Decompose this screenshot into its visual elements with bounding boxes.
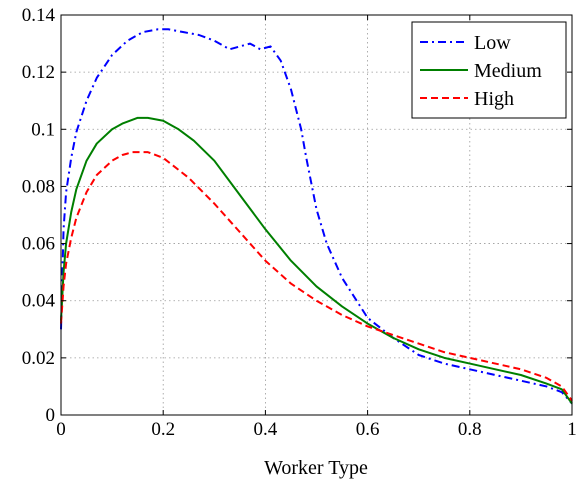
plot-frame (60, 14, 573, 416)
x-tick-label: 0 (56, 419, 66, 440)
x-tick-labels: 0 0.2 0.4 0.6 0.8 1 (56, 419, 576, 440)
y-tick-label: 0.06 (22, 234, 55, 255)
series-line-medium (60, 116, 573, 405)
y-tick-label: 0.02 (22, 348, 55, 369)
grid-lines (61, 15, 572, 415)
legend: Low Medium High (411, 21, 567, 119)
legend-label-high: High (474, 88, 514, 110)
series-layer (60, 28, 573, 405)
legend-label-low: Low (474, 32, 511, 54)
x-tick-label: 1 (567, 419, 576, 440)
x-tick-label: 0.6 (356, 419, 380, 440)
series-line-low (60, 28, 573, 405)
axis-ticks (60, 14, 573, 416)
y-tick-label: 0.12 (22, 62, 55, 83)
y-tick-label: 0 (46, 405, 56, 426)
legend-label-medium: Medium (474, 60, 542, 82)
y-tick-label: 0.1 (31, 119, 55, 140)
y-tick-labels: 0 0.02 0.04 0.06 0.08 0.1 0.12 0.14 (22, 5, 56, 426)
x-tick-label: 0.4 (254, 419, 278, 440)
y-tick-label: 0.08 (22, 176, 55, 197)
y-tick-label: 0.04 (22, 291, 56, 312)
x-tick-label: 0.8 (458, 419, 482, 440)
y-tick-label: 0.14 (22, 5, 56, 26)
series-line-high (60, 151, 573, 402)
x-tick-label: 0.2 (151, 419, 175, 440)
x-axis-label: Worker Type (264, 457, 368, 479)
